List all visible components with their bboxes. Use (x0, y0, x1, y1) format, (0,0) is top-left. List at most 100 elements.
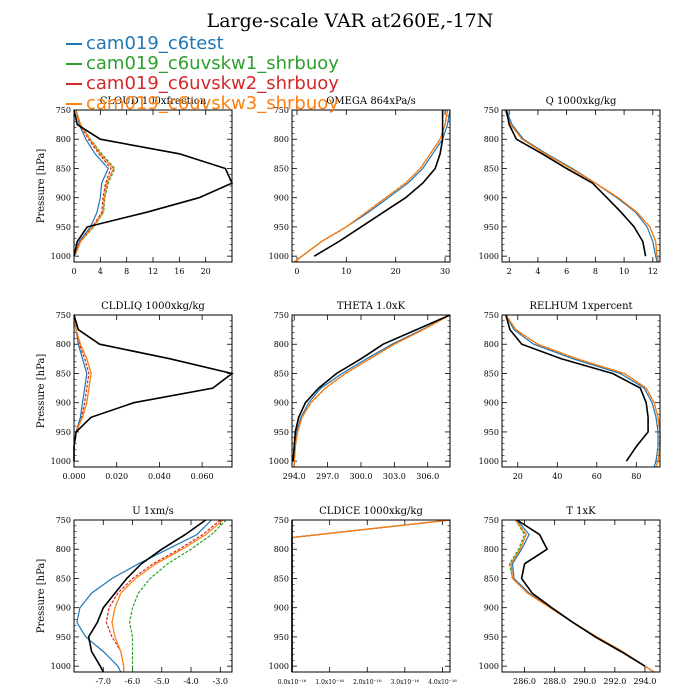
y-tick-label: 800 (484, 340, 499, 349)
series-line (504, 109, 660, 263)
series-line (293, 314, 451, 467)
subplot: OMEGA 864xPa/s 750 800 850 900 950 1000 0 10 20 30 (269, 96, 451, 276)
x-tick-label: 40 (552, 472, 562, 481)
y-tick-label: 1000 (479, 457, 499, 466)
series-line (505, 314, 661, 468)
x-tick-label: 60 (592, 472, 602, 481)
series-line (505, 109, 647, 257)
plot-frame (73, 314, 233, 468)
series-line (128, 519, 227, 672)
y-tick-label: 850 (484, 369, 499, 378)
x-tick-label: 30 (440, 267, 450, 276)
x-tick-label: -3.0 (213, 677, 228, 686)
x-tick-label: -7.0 (96, 677, 111, 686)
x-tick-label: -4.0 (183, 677, 198, 686)
x-tick-label: 288.0 (543, 677, 566, 686)
y-tick-label: 850 (274, 574, 289, 583)
plot-frame (501, 109, 661, 263)
y-tick-label: 950 (56, 633, 71, 642)
series-line (291, 519, 451, 672)
x-tick-label: 2 (507, 267, 512, 276)
series-line (73, 314, 234, 462)
series-line (511, 519, 655, 673)
y-tick-label: 750 (274, 311, 289, 320)
subplot-title: CLDICE 1000xkg/kg (319, 506, 423, 517)
series-line (74, 109, 112, 257)
x-tick-label: 12 (148, 267, 158, 276)
x-tick-label: 0.020 (105, 472, 128, 481)
plot-frame (291, 109, 451, 263)
series-line (291, 519, 451, 672)
y-tick-label: 900 (484, 194, 499, 203)
series-line (313, 110, 444, 257)
y-tick-label: 900 (274, 604, 289, 613)
y-tick-label: 1000 (51, 457, 71, 466)
subplot-title: T 1xK (566, 506, 596, 517)
series-line (292, 314, 451, 462)
x-tick-label: -5.0 (154, 677, 169, 686)
y-tick-label: 1000 (269, 252, 289, 261)
x-tick-label: 0.040 (148, 472, 171, 481)
x-tick-label: 290.0 (573, 677, 596, 686)
series-line (516, 519, 646, 667)
y-tick-label: 800 (484, 135, 499, 144)
legend-item: cam019_c6uvskw3_shrbuoy (66, 94, 366, 114)
x-tick-label: 20 (201, 267, 211, 276)
x-tick-label: 16 (174, 267, 184, 276)
y-tick-label: 750 (56, 311, 71, 320)
subplot-title: U 1xm/s (132, 506, 174, 517)
x-tick-label: -6.0 (125, 677, 140, 686)
x-tick-label: 292.0 (603, 677, 626, 686)
x-tick-label: 294.0 (283, 472, 306, 481)
y-tick-label: 850 (56, 574, 71, 583)
y-tick-label: 750 (484, 516, 499, 525)
y-tick-label: 950 (484, 633, 499, 642)
legend-label: cam019_c6uvskw2_shrbuoy (86, 73, 339, 94)
y-tick-label: 900 (56, 604, 71, 613)
series-line (291, 519, 451, 672)
y-tick-label: 750 (274, 516, 289, 525)
subplot: CLDICE 1000xkg/kg 750 800 850 900 950 1000 0.0x… (269, 506, 458, 686)
x-tick-label: 294.0 (633, 677, 656, 686)
plot-frame (73, 519, 233, 673)
subplot-title: RELHUM 1xpercent (529, 301, 632, 312)
y-tick-label: 800 (484, 545, 499, 554)
x-tick-label: 80 (631, 472, 641, 481)
y-axis-label: Pressure [hPa] (36, 149, 47, 224)
series-line (293, 314, 451, 467)
series-line (111, 519, 224, 672)
legend-swatch (66, 43, 82, 45)
y-tick-label: 900 (274, 194, 289, 203)
series-line (74, 109, 116, 257)
subplot: THETA 1.0xK 750 800 850 900 950 1000 294.0 297.0… (269, 301, 451, 481)
series-line (105, 519, 221, 672)
x-tick-label: 4.0x10⁻¹⁶ (428, 679, 457, 686)
y-tick-label: 900 (56, 194, 71, 203)
subplot-title: CLOUD 100xfraction (100, 96, 207, 107)
x-tick-label: 4 (98, 267, 103, 276)
series-line (294, 109, 451, 263)
series-line (510, 519, 655, 673)
x-tick-label: 300.0 (350, 472, 373, 481)
legend-label: cam019_c6uvskw3_shrbuoy (86, 93, 339, 114)
y-tick-label: 900 (484, 604, 499, 613)
x-tick-label: 20 (513, 472, 523, 481)
y-tick-label: 950 (56, 428, 71, 437)
series-line (291, 519, 451, 672)
subplot: U 1xm/s Pressure [hPa] 750 800 850 900 950 1000… (36, 506, 233, 686)
series-line (293, 314, 451, 467)
y-tick-label: 850 (484, 164, 499, 173)
x-tick-label: 6 (564, 267, 569, 276)
y-tick-label: 750 (274, 106, 289, 115)
subplot: CLOUD 100xfraction Pressure [hPa] 750 800 85… (36, 96, 234, 276)
series-line (294, 109, 449, 263)
y-tick-label: 950 (484, 428, 499, 437)
series-line (73, 314, 88, 462)
x-tick-label: 8 (124, 267, 129, 276)
y-tick-label: 750 (484, 311, 499, 320)
y-tick-label: 800 (56, 135, 71, 144)
x-tick-label: 0.000 (63, 472, 86, 481)
y-tick-label: 900 (484, 399, 499, 408)
legend-label: cam019_c6test (86, 33, 224, 54)
